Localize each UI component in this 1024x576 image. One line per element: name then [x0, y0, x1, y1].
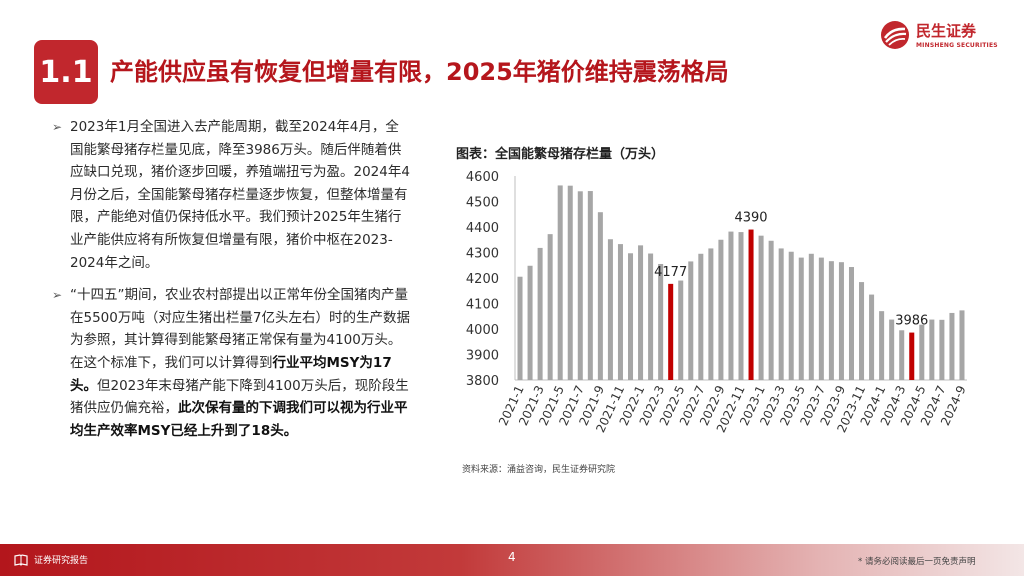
bar [929, 319, 935, 380]
bar [859, 282, 865, 380]
bar [537, 247, 543, 380]
y-tick-label: 3900 [466, 349, 499, 364]
bar [547, 234, 553, 380]
bullet-item: ➢ “十四五”期间，农业农村部提出以正常年份全国猪肉产量在5500万吨（对应生猪出… [52, 284, 412, 442]
bullet-text: 2023年1月全国进入去产能周期，截至2024年4月，全国能繁母猪存栏量见底，降… [70, 119, 410, 271]
disclaimer-text: * 请务必阅读最后一页免责声明 [858, 557, 976, 567]
bar [678, 280, 684, 380]
y-tick-label: 4200 [466, 272, 499, 287]
data-label: 4177 [654, 265, 687, 280]
bar [748, 229, 754, 380]
bar-chart: 3800 3900 4000 4100 4200 4300 4400 4500 4600 4177… [455, 160, 975, 460]
data-label: 4390 [734, 211, 767, 226]
bar [838, 262, 844, 380]
bullet-text-bold: 此次保有量的下调我们可以视为行业平均生产效率MSY已经上升到了18头。 [70, 400, 408, 439]
brand-logo: 民生证券 MINSHENG SECURITIES [880, 18, 1000, 58]
bar [848, 267, 854, 380]
bar [879, 311, 885, 380]
bar [959, 310, 965, 380]
bar [688, 261, 694, 380]
bullet-text: 但2023年末母猪产能下降到4100万头后，现阶段生猪供应仍偏充裕， [70, 377, 409, 417]
bar [718, 239, 724, 380]
y-tick-label: 4500 [466, 196, 499, 211]
logo-text-cn: 民生证券 [916, 22, 977, 40]
footer-label-text: 证券研究报告 [34, 556, 89, 566]
bar [788, 251, 794, 380]
bar [597, 212, 603, 380]
y-tick-label: 4300 [466, 247, 499, 262]
footer-bar [0, 544, 1024, 576]
chart-svg: 3800 3900 4000 4100 4200 4300 4400 4500 4600 4177… [466, 170, 969, 435]
bar [577, 191, 583, 380]
bar [919, 324, 925, 380]
bar [607, 239, 613, 380]
bar [517, 276, 523, 380]
bullet-text: “十四五”期间，农业农村部提出以正常年份全国猪肉产量在5500万吨（对应生猪出栏… [70, 287, 410, 371]
bar [738, 232, 744, 380]
bar [949, 312, 955, 380]
bar [869, 294, 875, 380]
bar [758, 235, 764, 380]
bar [939, 319, 945, 380]
logo-mark-icon [881, 21, 909, 49]
bar [698, 253, 704, 380]
bar [899, 330, 905, 380]
bullet-list: ➢ 2023年1月全国进入去产能周期，截至2024年4月，全国能繁母猪存栏量见底，… [52, 116, 412, 452]
bar [708, 248, 714, 380]
bar [567, 185, 573, 380]
bar [658, 263, 664, 380]
bullet-item: ➢ 2023年1月全国进入去产能周期，截至2024年4月，全国能繁母猪存栏量见底，… [52, 116, 412, 274]
bar [638, 245, 644, 380]
y-tick-label: 4600 [466, 170, 499, 185]
page-title: 产能供应虽有恢复但增量有限，2025年猪价维持震荡格局 [110, 58, 729, 86]
logo-text-en: MINSHENG SECURITIES [916, 42, 998, 49]
book-icon [14, 553, 28, 566]
bar [668, 283, 674, 380]
chart-title: 图表：全国能繁母猪存栏量（万头） [456, 147, 665, 162]
chart-source: 资料来源：涌益咨询，民生证券研究院 [462, 465, 616, 475]
bar [818, 257, 824, 380]
bar [587, 191, 593, 380]
bar [628, 253, 634, 380]
bar [557, 185, 563, 380]
bar [617, 244, 623, 380]
bullet-arrow-icon: ➢ [52, 288, 63, 303]
bar [648, 253, 654, 380]
page-number: 4 [508, 550, 516, 564]
bar [778, 248, 784, 380]
bullet-arrow-icon: ➢ [52, 120, 63, 134]
bullet-text-bold: 行业平均MSY为17头。 [70, 354, 392, 394]
bar [728, 231, 734, 380]
footer-report-label: 证券研究报告 [14, 553, 88, 566]
bar [828, 261, 834, 380]
y-tick-label: 3800 [466, 374, 499, 389]
y-tick-label: 4400 [466, 221, 499, 236]
bar [527, 265, 533, 380]
data-label: 3986 [895, 314, 928, 329]
bar [808, 253, 814, 380]
y-tick-label: 4100 [466, 298, 499, 313]
bar [768, 240, 774, 380]
bar [889, 319, 895, 380]
section-number-badge: 1.1 [34, 40, 98, 104]
y-tick-label: 4000 [466, 323, 499, 338]
bar [798, 257, 804, 380]
bar [909, 332, 915, 380]
